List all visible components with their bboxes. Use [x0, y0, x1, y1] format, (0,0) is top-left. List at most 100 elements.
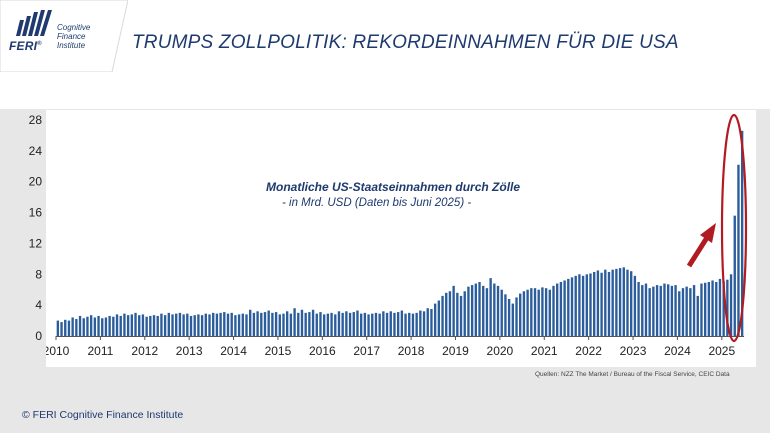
bar [548, 289, 551, 336]
bar [311, 309, 315, 336]
bar [134, 312, 137, 336]
bar [459, 295, 463, 336]
bar [219, 312, 222, 336]
bar [729, 274, 733, 336]
bar [441, 295, 444, 336]
bar [589, 273, 592, 336]
bar [474, 283, 478, 336]
bar [56, 320, 60, 336]
x-tick-label: 2011 [87, 344, 113, 358]
bar [422, 311, 426, 336]
bar [359, 313, 363, 336]
bar [696, 295, 699, 336]
bar [726, 279, 729, 336]
bar [189, 315, 193, 336]
header-bar [0, 0, 770, 109]
bar [707, 282, 711, 336]
bar [334, 314, 337, 336]
y-tick-label: 0 [35, 329, 42, 343]
bar [293, 308, 296, 336]
bar [178, 312, 182, 336]
bar [740, 130, 744, 336]
bar [574, 275, 577, 336]
bar [637, 282, 640, 336]
y-tick-label: 28 [29, 113, 43, 127]
bar [437, 300, 441, 336]
bar [648, 288, 651, 336]
bar [182, 314, 185, 336]
bar [115, 314, 119, 336]
bar [470, 285, 474, 336]
bar [692, 285, 696, 336]
bar [374, 312, 378, 336]
bar [138, 315, 141, 336]
bar [75, 319, 78, 336]
bar [60, 322, 63, 336]
bar [93, 317, 97, 336]
bar [400, 310, 404, 336]
bar [286, 311, 289, 336]
bar [415, 312, 418, 336]
chart-panel: 2010 2011 2012 2013 2014 2015 2016 2017 2018 2019… [46, 110, 756, 367]
bar [308, 312, 311, 336]
bar [578, 274, 581, 336]
logo-subtitle: Cognitive Finance Institute [57, 23, 90, 50]
bar [112, 316, 115, 336]
tariff-revenue-chart: 2010 2011 2012 2013 2014 2015 2016 2017 2018 2019… [46, 130, 744, 358]
bar [633, 275, 637, 336]
bar [289, 313, 293, 336]
bar [348, 312, 352, 336]
y-tick-label: 20 [29, 175, 43, 189]
bar [245, 314, 248, 336]
bar [448, 291, 452, 336]
copyright-footer: © FERI Cognitive Finance Institute [22, 409, 184, 421]
bar [611, 269, 614, 336]
bar [186, 313, 189, 336]
bar [522, 291, 526, 336]
x-tick-label: 2023 [620, 344, 647, 358]
bar [371, 313, 374, 336]
bar [101, 318, 104, 336]
source-note: Quellen: NZZ The Market / Bureau of the … [535, 371, 730, 378]
bar [478, 282, 481, 336]
bar [382, 311, 385, 336]
bar [171, 314, 174, 336]
bar [267, 310, 270, 336]
bar [278, 314, 281, 336]
bar [119, 315, 122, 336]
y-tick-label: 16 [29, 206, 43, 220]
bar [319, 312, 322, 336]
bar [167, 312, 170, 336]
bar [570, 277, 574, 336]
bar [226, 313, 230, 336]
bar [64, 319, 67, 336]
bar [367, 314, 370, 336]
bar [89, 315, 93, 336]
bar [411, 313, 415, 336]
bar [715, 282, 718, 336]
bar [652, 286, 655, 336]
bar [260, 312, 263, 336]
bar [733, 215, 736, 336]
bar [204, 313, 207, 336]
bar [678, 291, 681, 336]
bar [237, 314, 241, 336]
bar [493, 283, 496, 336]
y-tick-label: 24 [29, 144, 43, 158]
bar [378, 313, 381, 336]
bar [607, 271, 611, 336]
x-tick-label: 2018 [398, 344, 425, 358]
bar [123, 313, 126, 336]
bar [718, 278, 722, 336]
y-tick-label: 12 [29, 236, 43, 250]
highlight-ellipse [720, 113, 748, 343]
bar [193, 315, 196, 336]
y-tick-label: 8 [35, 267, 42, 281]
bar [241, 313, 244, 336]
bar [130, 314, 134, 336]
bar [630, 271, 633, 336]
bar [618, 268, 622, 336]
bar [356, 310, 359, 336]
bar [541, 287, 544, 336]
